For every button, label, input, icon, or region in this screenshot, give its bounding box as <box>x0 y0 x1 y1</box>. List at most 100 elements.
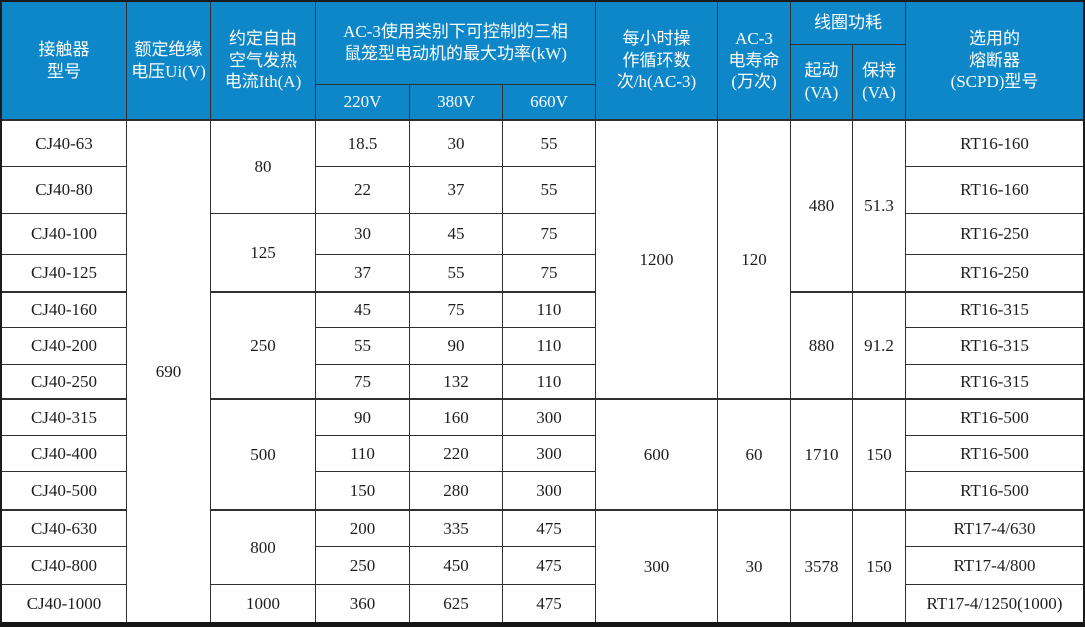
power-380v-cj40-100: 45 <box>410 214 502 254</box>
rated-voltage-690: 690 <box>127 120 210 622</box>
coil-hold-group-51-3: 51.3 <box>853 120 905 291</box>
coil-start-group-3578: 3578 <box>791 510 852 622</box>
col-header-660v: 660V <box>503 85 595 119</box>
model-cj40-125: CJ40-125 <box>2 255 126 291</box>
power-660v-cj40-630: 475 <box>503 510 595 546</box>
power-380v-cj40-400: 220 <box>410 436 502 471</box>
coil-start-group-480: 480 <box>791 120 852 291</box>
life-group-60: 60 <box>718 399 790 509</box>
power-660v-cj40-100: 75 <box>503 214 595 254</box>
col-header-220v: 220V <box>316 85 409 119</box>
col-header-coil-consumption: 线圈功耗 <box>791 2 905 44</box>
power-660v-cj40-63: 55 <box>503 120 595 166</box>
power-660v-cj40-1000: 475 <box>503 585 595 622</box>
power-660v-cj40-800: 475 <box>503 547 595 584</box>
power-380v-cj40-200: 90 <box>410 328 502 364</box>
power-660v-cj40-500: 300 <box>503 472 595 509</box>
ith-group-125: 125 <box>211 214 315 291</box>
fuse-cj40-80: RT16-160 <box>906 167 1083 213</box>
col-header-380v: 380V <box>410 85 502 119</box>
model-cj40-100: CJ40-100 <box>2 214 126 254</box>
model-cj40-400: CJ40-400 <box>2 436 126 471</box>
model-cj40-315: CJ40-315 <box>2 399 126 435</box>
power-220v-cj40-63: 18.5 <box>316 120 409 166</box>
fuse-cj40-1000: RT17-4/1250(1000) <box>906 585 1083 622</box>
power-660v-cj40-400: 300 <box>503 436 595 471</box>
power-220v-cj40-800: 250 <box>316 547 409 584</box>
ith-group-500: 500 <box>211 399 315 509</box>
life-group-30: 30 <box>718 510 790 622</box>
power-220v-cj40-160: 45 <box>316 292 409 327</box>
model-cj40-800: CJ40-800 <box>2 547 126 584</box>
fuse-cj40-160: RT16-315 <box>906 292 1083 327</box>
power-380v-cj40-125: 55 <box>410 255 502 291</box>
power-220v-cj40-1000: 360 <box>316 585 409 622</box>
col-header-thermal-current: 约定自由 空气发热 电流Ith(A) <box>211 2 315 119</box>
power-380v-cj40-63: 30 <box>410 120 502 166</box>
power-660v-cj40-315: 300 <box>503 399 595 435</box>
power-380v-cj40-630: 335 <box>410 510 502 546</box>
ith-group-80: 80 <box>211 120 315 213</box>
fuse-cj40-400: RT16-500 <box>906 436 1083 471</box>
fuse-cj40-63: RT16-160 <box>906 120 1083 166</box>
model-cj40-63: CJ40-63 <box>2 120 126 166</box>
power-380v-cj40-160: 75 <box>410 292 502 327</box>
fuse-cj40-200: RT16-315 <box>906 328 1083 364</box>
power-380v-cj40-1000: 625 <box>410 585 502 622</box>
power-220v-cj40-315: 90 <box>316 399 409 435</box>
col-header-rated-insulation-voltage: 额定绝缘 电压Ui(V) <box>127 2 210 119</box>
power-380v-cj40-500: 280 <box>410 472 502 509</box>
model-cj40-200: CJ40-200 <box>2 328 126 364</box>
power-660v-cj40-125: 75 <box>503 255 595 291</box>
model-cj40-250: CJ40-250 <box>2 365 126 398</box>
model-cj40-1000: CJ40-1000 <box>2 585 126 622</box>
model-cj40-630: CJ40-630 <box>2 510 126 546</box>
coil-hold-group-150-a: 150 <box>853 399 905 509</box>
power-660v-cj40-160: 110 <box>503 292 595 327</box>
power-220v-cj40-500: 150 <box>316 472 409 509</box>
power-220v-cj40-250: 75 <box>316 365 409 398</box>
power-380v-cj40-80: 37 <box>410 167 502 213</box>
col-header-coil-start: 起动 (VA) <box>791 45 852 119</box>
fuse-cj40-125: RT16-250 <box>906 255 1083 291</box>
power-220v-cj40-80: 22 <box>316 167 409 213</box>
power-380v-cj40-800: 450 <box>410 547 502 584</box>
life-group-120: 120 <box>718 120 790 398</box>
power-220v-cj40-200: 55 <box>316 328 409 364</box>
power-660v-cj40-200: 110 <box>503 328 595 364</box>
model-cj40-500: CJ40-500 <box>2 472 126 509</box>
power-220v-cj40-125: 37 <box>316 255 409 291</box>
col-header-fuse-type: 选用的 熔断器 (SCPD)型号 <box>906 2 1083 119</box>
col-header-coil-hold: 保持 (VA) <box>853 45 905 119</box>
power-220v-cj40-630: 200 <box>316 510 409 546</box>
ith-group-800: 800 <box>211 510 315 584</box>
col-header-operating-cycles: 每小时操 作循环数 次/h(AC-3) <box>596 2 717 119</box>
fuse-cj40-315: RT16-500 <box>906 399 1083 435</box>
col-header-ac3-max-power: AC-3使用类别下可控制的三相 鼠笼型电动机的最大功率(kW) <box>316 2 595 84</box>
cycles-group-600: 600 <box>596 399 717 509</box>
ith-group-1000: 1000 <box>211 585 315 622</box>
fuse-cj40-250: RT16-315 <box>906 365 1083 398</box>
power-660v-cj40-80: 55 <box>503 167 595 213</box>
col-header-contactor-model: 接触器 型号 <box>2 2 126 119</box>
cycles-group-300: 300 <box>596 510 717 622</box>
power-220v-cj40-400: 110 <box>316 436 409 471</box>
cycles-group-1200: 1200 <box>596 120 717 398</box>
coil-hold-group-91-2: 91.2 <box>853 292 905 398</box>
col-header-electrical-life: AC-3 电寿命 (万次) <box>718 2 790 119</box>
fuse-cj40-800: RT17-4/800 <box>906 547 1083 584</box>
ith-group-250: 250 <box>211 292 315 398</box>
coil-start-group-880: 880 <box>791 292 852 398</box>
model-cj40-80: CJ40-80 <box>2 167 126 213</box>
power-220v-cj40-100: 30 <box>316 214 409 254</box>
fuse-cj40-100: RT16-250 <box>906 214 1083 254</box>
coil-hold-group-150-b: 150 <box>853 510 905 622</box>
power-380v-cj40-315: 160 <box>410 399 502 435</box>
coil-start-group-1710: 1710 <box>791 399 852 509</box>
power-660v-cj40-250: 110 <box>503 365 595 398</box>
fuse-cj40-500: RT16-500 <box>906 472 1083 509</box>
fuse-cj40-630: RT17-4/630 <box>906 510 1083 546</box>
power-380v-cj40-250: 132 <box>410 365 502 398</box>
model-cj40-160: CJ40-160 <box>2 292 126 327</box>
